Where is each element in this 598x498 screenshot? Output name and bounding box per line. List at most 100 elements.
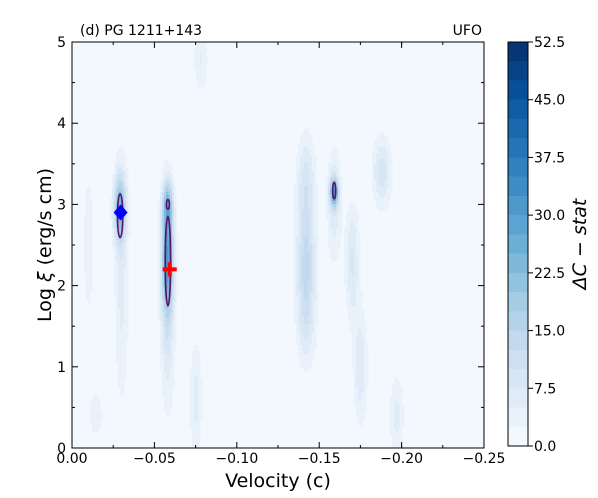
heatmap-cell [312, 252, 315, 256]
heatmap-cell [328, 192, 331, 196]
heatmap-cell [158, 279, 161, 283]
heatmap-cell [312, 234, 315, 238]
heatmap-cell [170, 360, 173, 364]
heatmap-cell [376, 162, 379, 166]
heatmap-cell [88, 267, 91, 271]
heatmap-cell [302, 150, 305, 154]
heatmap-cell [164, 360, 167, 364]
heatmap-cell [126, 336, 129, 340]
heatmap-cell [332, 204, 335, 208]
heatmap-cell [334, 231, 337, 235]
heatmap-cell [172, 369, 175, 373]
heatmap-cell [172, 183, 175, 187]
heatmap-cell [168, 240, 171, 244]
heatmap-cell [84, 255, 87, 259]
heatmap-cell [192, 384, 195, 388]
heatmap-cell [164, 393, 167, 397]
heatmap-cell [176, 258, 179, 262]
heatmap-cell [312, 159, 315, 163]
x-tick-label: −0.25 [463, 451, 506, 467]
heatmap-cell [312, 201, 315, 205]
heatmap-cell [380, 150, 383, 154]
heatmap-cell [172, 306, 175, 310]
heatmap-cell [90, 237, 93, 241]
heatmap-cell [306, 345, 309, 349]
heatmap-cell [166, 183, 169, 187]
heatmap-cell [300, 303, 303, 307]
heatmap-cell [400, 399, 403, 403]
heatmap-cell [294, 315, 297, 319]
heatmap-cell [364, 390, 367, 394]
heatmap-cell [296, 231, 299, 235]
heatmap-cell [124, 156, 127, 160]
heatmap-cell [120, 345, 123, 349]
heatmap-cell [118, 372, 121, 376]
heatmap-cell [304, 327, 307, 331]
heatmap-cell [356, 318, 359, 322]
heatmap-cell [114, 201, 117, 205]
heatmap-cell [304, 261, 307, 265]
heatmap-cell [114, 186, 117, 190]
heatmap-cell [312, 153, 315, 157]
heatmap-cell [306, 135, 309, 139]
heatmap-cell [358, 249, 361, 253]
heatmap-cell [296, 207, 299, 211]
heatmap-cell [314, 303, 317, 307]
heatmap-cell [118, 171, 121, 175]
heatmap-cell [170, 336, 173, 340]
heatmap-cell [162, 327, 165, 331]
heatmap-cell [352, 201, 355, 205]
heatmap-cell [160, 237, 163, 241]
heatmap-cell [344, 249, 347, 253]
heatmap-cell [308, 192, 311, 196]
heatmap-cell [198, 54, 201, 58]
heatmap-cell [356, 351, 359, 355]
heatmap-cell [162, 243, 165, 247]
heatmap-cell [302, 276, 305, 280]
heatmap-cell [302, 273, 305, 277]
heatmap-cell [298, 198, 301, 202]
heatmap-cell [312, 297, 315, 301]
heatmap-cell [392, 423, 395, 427]
heatmap-cell [126, 210, 129, 214]
heatmap-cell [338, 198, 341, 202]
diamond-marker [113, 204, 128, 221]
heatmap-cell [394, 381, 397, 385]
heatmap-cell [84, 219, 87, 223]
heatmap-cell [400, 417, 403, 421]
heatmap-cell [126, 312, 129, 316]
heatmap-cell [194, 57, 197, 61]
heatmap-cell [366, 384, 369, 388]
heatmap-cell [160, 318, 163, 322]
heatmap-cell [312, 288, 315, 292]
heatmap-cell [350, 288, 353, 292]
heatmap-cell [396, 399, 399, 403]
heatmap-cell [202, 51, 205, 55]
heatmap-cell [128, 204, 131, 208]
heatmap-cell [350, 279, 353, 283]
heatmap-cell [166, 189, 169, 193]
heatmap-cell [114, 276, 117, 280]
heatmap-cell [200, 42, 203, 46]
heatmap-cell [350, 267, 353, 271]
heatmap-cell [364, 363, 367, 367]
heatmap-cell [352, 216, 355, 220]
heatmap-cell [360, 408, 363, 412]
heatmap-cell [160, 192, 163, 196]
heatmap-cell [122, 246, 125, 250]
heatmap-cell [316, 267, 319, 271]
heatmap-cell [374, 192, 377, 196]
heatmap-cell [162, 180, 165, 184]
heatmap-cell [192, 432, 195, 436]
heatmap-cell [400, 402, 403, 406]
heatmap-cell [172, 261, 175, 265]
heatmap-cell [192, 420, 195, 424]
heatmap-cell [352, 222, 355, 226]
heatmap-cell [116, 171, 119, 175]
heatmap-cell [162, 333, 165, 337]
heatmap-cell [294, 288, 297, 292]
heatmap-cell [124, 291, 127, 295]
heatmap-cell [162, 231, 165, 235]
heatmap-cell [336, 225, 339, 229]
heatmap-cell [88, 243, 91, 247]
